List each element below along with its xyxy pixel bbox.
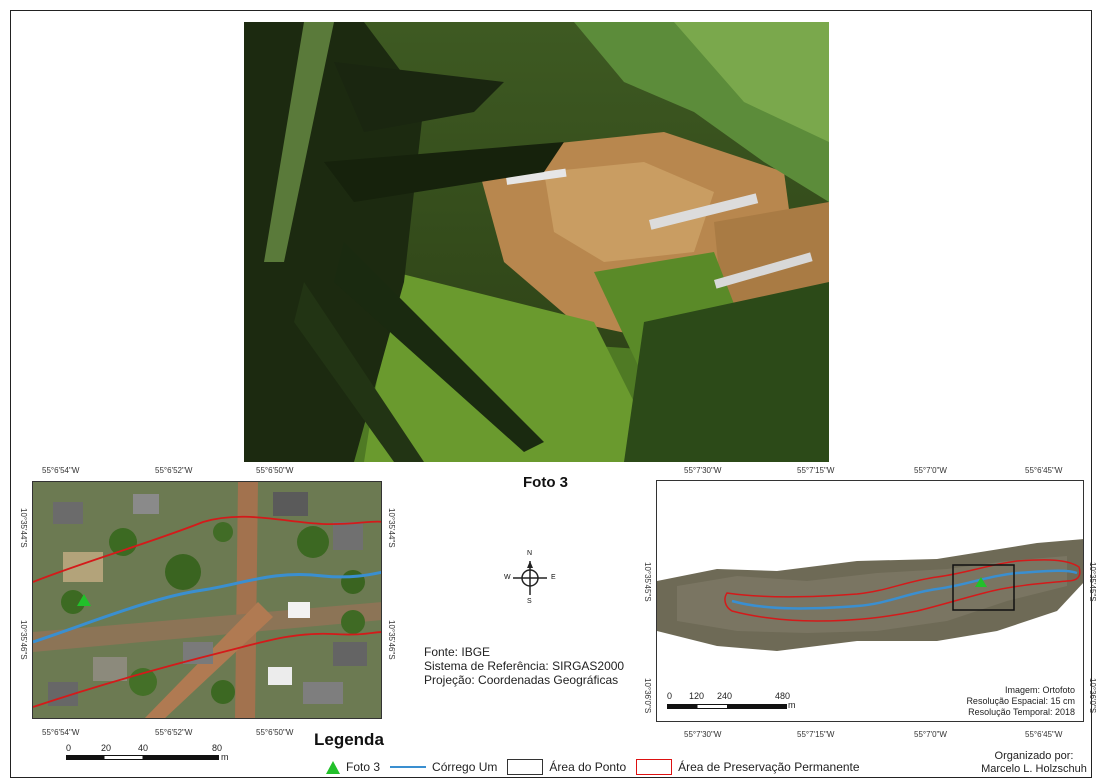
scale-label: 120 [689, 691, 705, 701]
stream-line [731, 569, 1078, 610]
image-info: Imagem: Ortofoto Resolução Espacial: 15 … [966, 685, 1075, 718]
legend-label: Foto 3 [346, 760, 381, 774]
south-label: S [527, 598, 532, 605]
coord-tick: 10°35'46"S [19, 620, 28, 660]
legend-label: Área do Ponto [549, 760, 627, 774]
photo-point-marker [975, 577, 987, 587]
coord-tick: 55°6'45"W [1025, 730, 1063, 739]
east-label: E [551, 574, 556, 581]
coord-tick: 55°6'50"W [256, 728, 294, 737]
scale-label: 40 [138, 743, 149, 753]
coord-tick: 10°35'46"S [387, 620, 396, 660]
legend-label: Área de Preservação Permanente [678, 760, 860, 774]
legend-label: Córrego Um [432, 760, 498, 774]
app-boundary-line [33, 631, 381, 708]
coord-tick: 55°6'52"W [155, 728, 193, 737]
scale-label: 0 [66, 743, 72, 753]
legend-title: Legenda [314, 730, 384, 749]
coord-tick: 55°6'54"W [42, 466, 80, 475]
coord-tick: 55°7'30"W [684, 730, 722, 739]
coord-tick: 10°35'45"S [643, 562, 652, 602]
scale-label: 240 [717, 691, 733, 701]
coord-tick: 55°7'15"W [797, 730, 835, 739]
source-line: Fonte: IBGE [424, 645, 491, 659]
legend: Foto 3 Córrego Um Área do Ponto Área de … [326, 759, 870, 775]
coord-tick: 10°36'0"S [643, 678, 652, 714]
compass-icon [513, 561, 547, 595]
point-area-box [952, 564, 1015, 611]
source-info: Fonte: IBGE Sistema de Referência: SIRGA… [424, 645, 624, 687]
coord-tick: 10°36'0"S [1088, 678, 1097, 714]
red-box-icon [636, 759, 673, 775]
temporal-resolution-line: Resolução Temporal: 2018 [968, 707, 1075, 717]
north-arrow: N S W E [504, 550, 556, 605]
west-label: W [504, 574, 511, 581]
scale-bar [667, 704, 787, 709]
scale-unit: m [221, 752, 229, 762]
organizer-name: Marcelo L. Holzschuh [981, 763, 1087, 775]
field-photo [244, 22, 829, 462]
scale-label: 80 [212, 743, 223, 753]
scale-bar [66, 755, 219, 760]
photo-caption: Foto 3 [523, 474, 568, 491]
coord-tick: 10°35'45"S [1088, 562, 1097, 602]
overview-map: 0 120 240 480 m Imagem: Ortofoto Resoluç… [656, 480, 1084, 722]
reference-system-line: Sistema de Referência: SIRGAS2000 [424, 659, 625, 673]
coord-tick: 10°35'44"S [19, 508, 28, 548]
left-detail-map [32, 481, 382, 719]
coord-tick: 55°6'52"W [155, 466, 193, 475]
coord-tick: 55°7'0"W [914, 730, 947, 739]
scale-label: 0 [667, 691, 673, 701]
box-icon [507, 759, 544, 775]
spatial-resolution-line: Resolução Espacial: 15 cm [966, 696, 1075, 706]
app-boundary-line [33, 515, 381, 583]
coord-tick: 55°6'54"W [42, 728, 80, 737]
scale-label: 480 [775, 691, 791, 701]
app-boundary-line [724, 559, 1081, 622]
stream-line-icon [390, 766, 427, 768]
organizer-credit: Organizado por: Marcelo L. Holzschuh [972, 750, 1096, 776]
projection-line: Projeção: Coordenadas Geográficas [424, 673, 619, 687]
scale-label: 20 [101, 743, 112, 753]
coord-tick: 55°6'50"W [256, 466, 294, 475]
triangle-icon [326, 760, 340, 774]
stream-line [33, 570, 381, 644]
coord-tick: 55°6'45"W [1025, 466, 1063, 475]
legend-item: Área de Preservação Permanente [636, 759, 860, 775]
coord-tick: 10°35'44"S [387, 508, 396, 548]
legend-item: Foto 3 [326, 760, 380, 774]
coord-tick: 55°7'15"W [797, 466, 835, 475]
coord-tick: 55°7'30"W [684, 466, 722, 475]
image-type-line: Imagem: Ortofoto [1004, 685, 1075, 695]
legend-item: Córrego Um [390, 760, 497, 774]
photo-point-marker [77, 594, 91, 606]
map-frame [10, 10, 1092, 778]
scale-unit: m [788, 700, 796, 710]
coord-tick: 55°7'0"W [914, 466, 947, 475]
organizer-label: Organizado por: [994, 750, 1074, 762]
legend-item: Área do Ponto [507, 759, 626, 775]
north-label: N [527, 550, 533, 557]
